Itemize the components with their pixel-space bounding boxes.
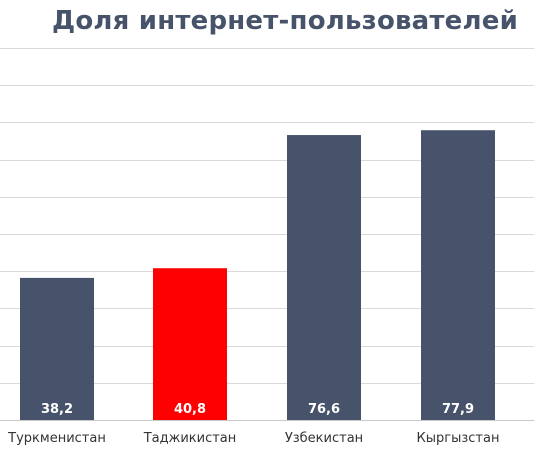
bar-4 (421, 130, 495, 420)
category-label: Кыргызстан (417, 431, 500, 446)
bar-3 (287, 135, 361, 420)
labels: 38,2 Туркменистан 40,8 Таджикистан 76,6 Узбек… (7, 402, 499, 446)
category-label: Таджикистан (143, 431, 237, 446)
bars (20, 130, 495, 420)
data-label: 38,2 (41, 402, 73, 417)
bar-2 (153, 268, 227, 420)
data-label: 77,9 (442, 402, 474, 417)
category-label: Узбекистан (285, 431, 363, 446)
category-label: Туркменистан (7, 431, 106, 446)
chart-title: Доля интернет-пользователей (51, 6, 519, 36)
data-label: 76,6 (308, 402, 340, 417)
data-label: 40,8 (174, 402, 206, 417)
bar-1 (20, 277, 94, 420)
